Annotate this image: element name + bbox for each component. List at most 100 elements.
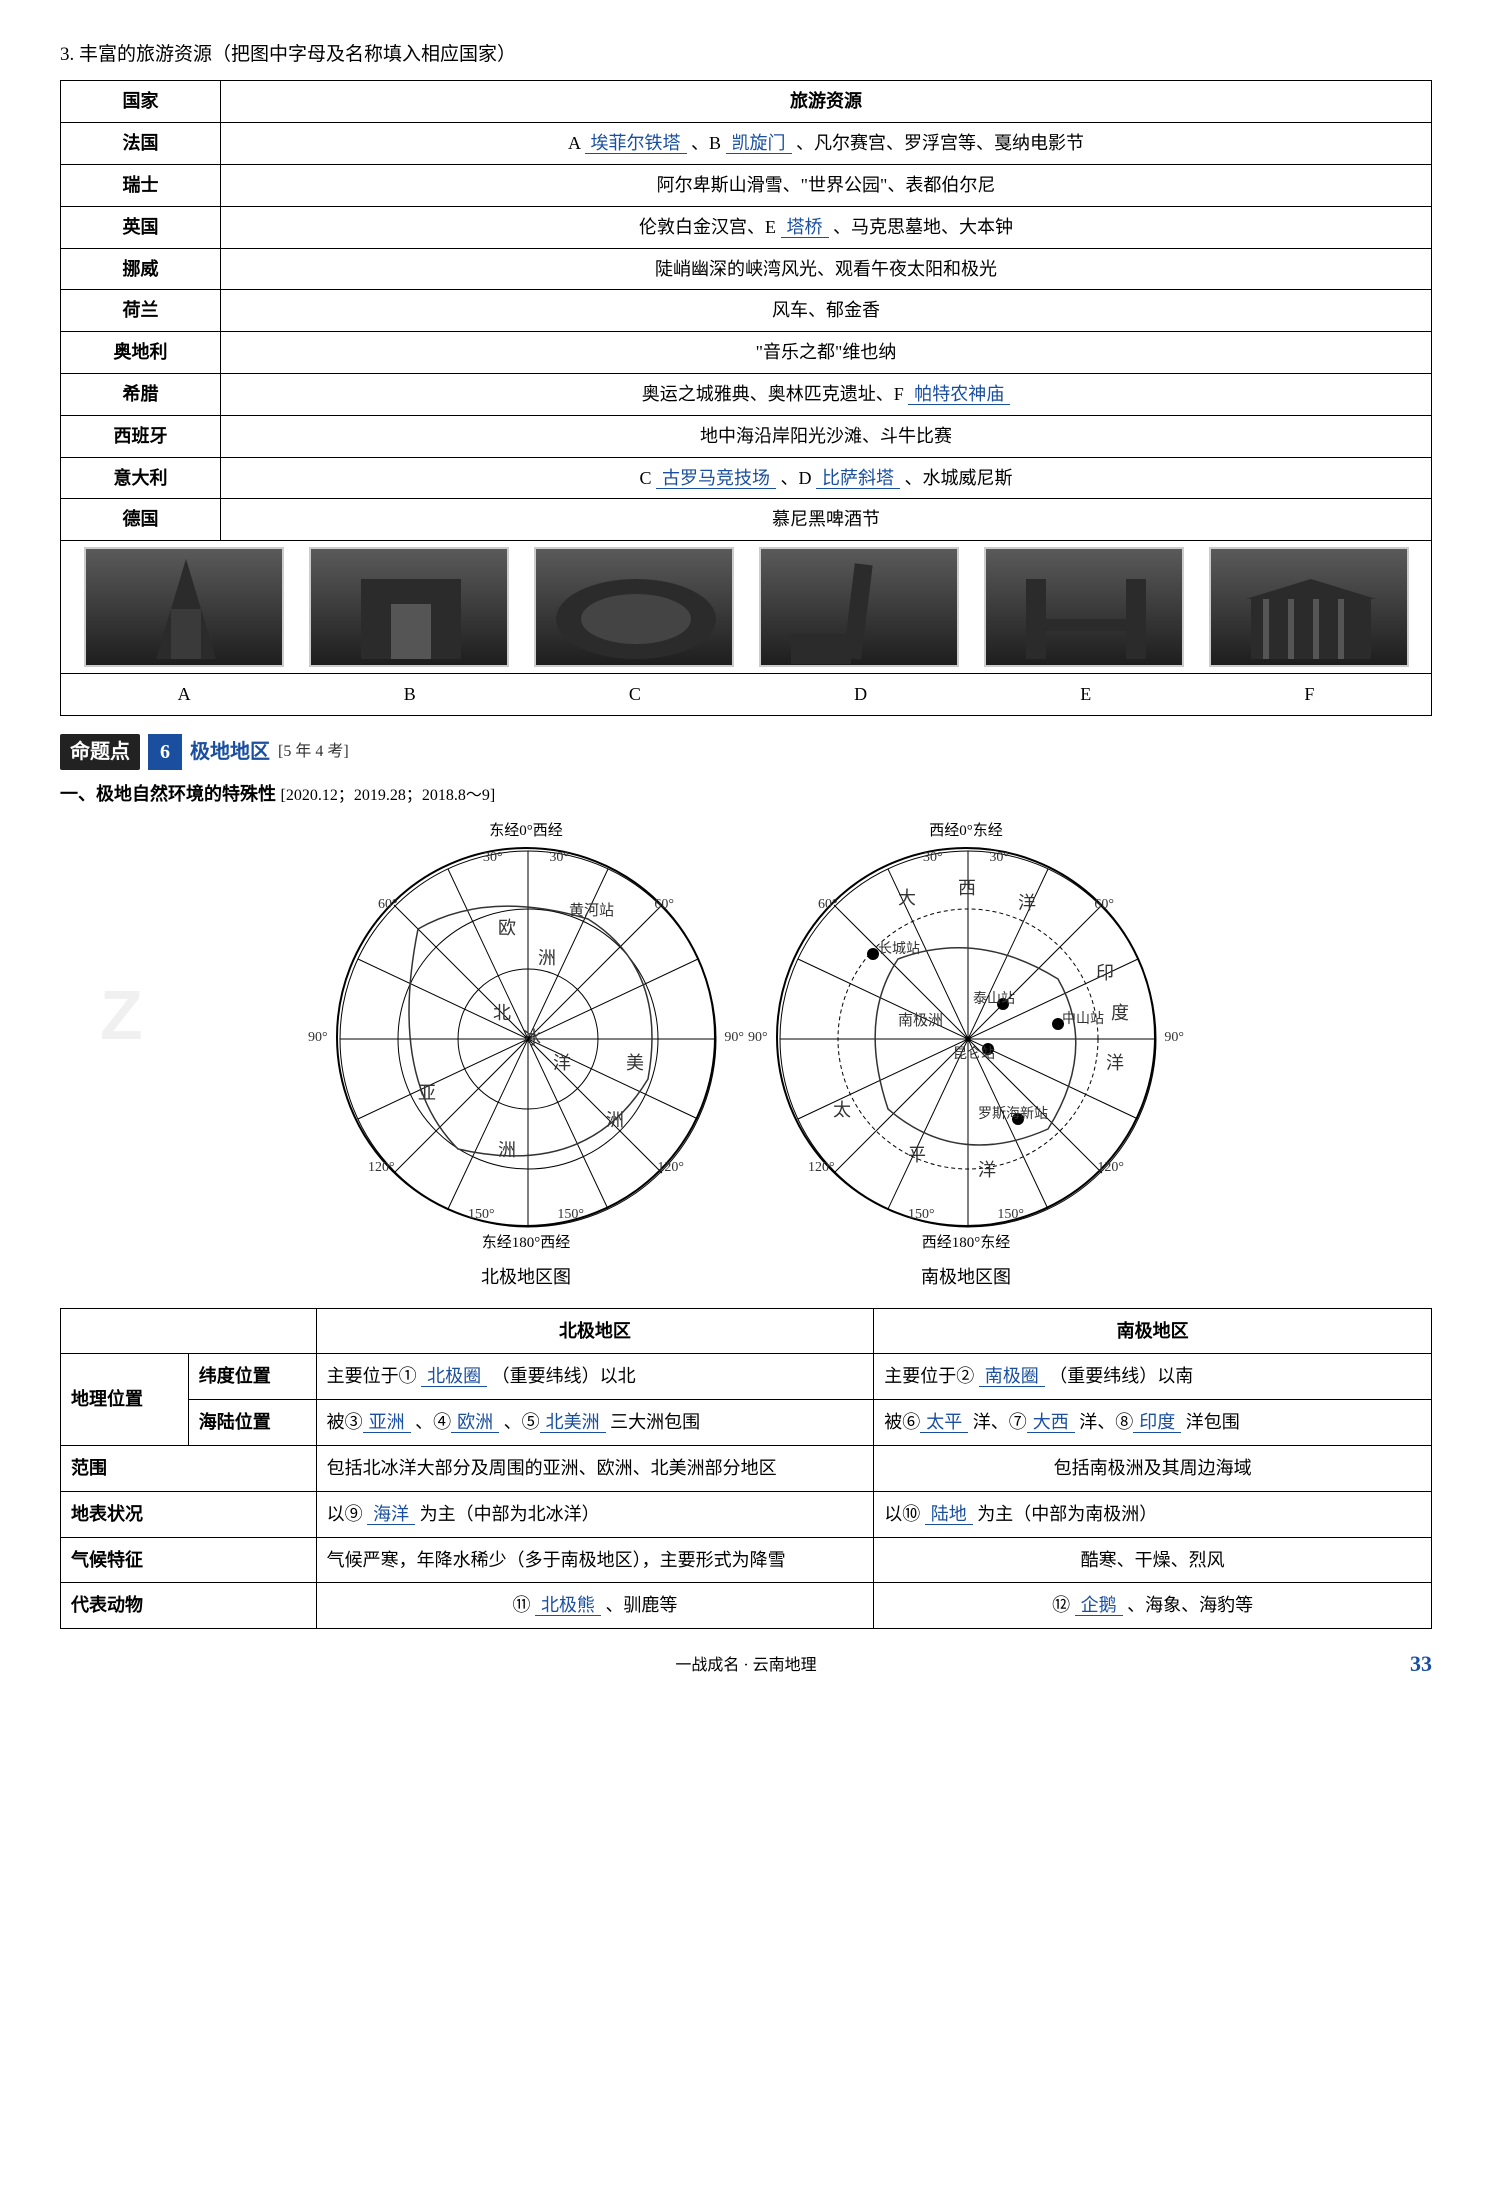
blank-10: 陆地 bbox=[925, 1504, 973, 1525]
q3-title: 3. 丰富的旅游资源（把图中字母及名称填入相应国家） bbox=[60, 40, 1432, 70]
text: 为主（中部为北冰洋） bbox=[420, 1504, 600, 1524]
blank-3: 亚洲 bbox=[363, 1412, 411, 1433]
text: 、凡尔赛宫、罗浮宫等、戛纳电影节 bbox=[796, 133, 1084, 153]
country-cell: 奥地利 bbox=[61, 332, 221, 374]
blank-b: 凯旋门 bbox=[726, 133, 792, 154]
landmark-image-e bbox=[984, 547, 1184, 667]
blank-7: 大西 bbox=[1027, 1412, 1075, 1433]
resource-cell: A 埃菲尔铁塔 、B 凯旋门 、凡尔赛宫、罗浮宫等、戛纳电影节 bbox=[221, 123, 1432, 165]
blank-a: 埃菲尔铁塔 bbox=[585, 133, 687, 154]
row-climate: 气候特征 bbox=[61, 1537, 317, 1583]
row-lat: 纬度位置 bbox=[188, 1354, 316, 1400]
station-label: 长城站 bbox=[878, 939, 920, 961]
label-c: C bbox=[629, 680, 641, 709]
table-row: 地表状况 以⑨ 海洋 为主（中部为北冰洋） 以⑩ 陆地 为主（中部为南极洲） bbox=[61, 1491, 1432, 1537]
country-cell: 德国 bbox=[61, 499, 221, 541]
cell-range-s: 包括南极洲及其周边海域 bbox=[874, 1445, 1432, 1491]
text: 被⑥ bbox=[884, 1412, 920, 1432]
station-label: 昆仑站 bbox=[953, 1044, 995, 1066]
resource-cell: 风车、郁金香 bbox=[221, 290, 1432, 332]
table-row: 地理位置 纬度位置 主要位于① 北极圈 （重要纬线）以北 主要位于② 南极圈 （… bbox=[61, 1354, 1432, 1400]
country-cell: 法国 bbox=[61, 123, 221, 165]
text: 、B bbox=[691, 133, 721, 153]
deg-label: 120° bbox=[657, 1157, 684, 1179]
cell-sea-s: 被⑥太平 洋、⑦大西 洋、⑧印度 洋包围 bbox=[874, 1400, 1432, 1446]
text: 洋、⑧ bbox=[1079, 1412, 1133, 1432]
resource-cell: "音乐之都"维也纳 bbox=[221, 332, 1432, 374]
blank-1: 北极圈 bbox=[421, 1366, 487, 1387]
blank-9: 海洋 bbox=[367, 1504, 415, 1525]
row-surface: 地表状况 bbox=[61, 1491, 317, 1537]
text: 洋、⑦ bbox=[973, 1412, 1027, 1432]
table-row: 海陆位置 被③亚洲 、④欧洲 、⑤北美洲 三大洲包围 被⑥太平 洋、⑦大西 洋、… bbox=[61, 1400, 1432, 1446]
section-sub: [5 年 4 考] bbox=[278, 739, 349, 765]
polar-table: 北极地区 南极地区 地理位置 纬度位置 主要位于① 北极圈 （重要纬线）以北 主… bbox=[60, 1308, 1432, 1630]
deg-label: 90° bbox=[724, 1027, 744, 1049]
row-range: 范围 bbox=[61, 1445, 317, 1491]
resource-cell: 地中海沿岸阳光沙滩、斗牛比赛 bbox=[221, 415, 1432, 457]
text: 主要位于① bbox=[327, 1366, 417, 1386]
deg-label: 150° bbox=[908, 1204, 935, 1226]
table-row: 英国 伦敦白金汉宫、E 塔桥 、马克思墓地、大本钟 bbox=[61, 206, 1432, 248]
row-animal: 代表动物 bbox=[61, 1583, 317, 1629]
ocean-label: 洋 bbox=[1018, 889, 1036, 918]
map2-bottom-label: 西经180°东经 bbox=[776, 1231, 1156, 1255]
country-cell: 希腊 bbox=[61, 373, 221, 415]
blank-c: 古罗马竞技场 bbox=[656, 468, 776, 489]
map1-top-label: 东经0°西经 bbox=[336, 819, 716, 843]
text: 伦敦白金汉宫、E bbox=[639, 217, 776, 237]
page-number: 33 bbox=[1410, 1646, 1432, 1681]
blank-5: 北美洲 bbox=[540, 1412, 606, 1433]
ocean-label: 洋 bbox=[1106, 1049, 1124, 1078]
deg-label: 90° bbox=[1164, 1027, 1184, 1049]
text: 、驯鹿等 bbox=[605, 1595, 677, 1615]
continent-label: 南极洲 bbox=[898, 1009, 943, 1033]
map1-caption: 北极地区图 bbox=[336, 1263, 716, 1292]
text: 以⑨ bbox=[327, 1504, 363, 1524]
table-row: 意大利 C 古罗马竞技场 、D 比萨斜塔 、水城威尼斯 bbox=[61, 457, 1432, 499]
landmark-image-c bbox=[534, 547, 734, 667]
th-blank bbox=[61, 1308, 317, 1354]
label-d: D bbox=[854, 680, 867, 709]
text: 以⑩ bbox=[884, 1504, 920, 1524]
ocean-label: 北 bbox=[493, 999, 511, 1028]
th-south: 南极地区 bbox=[874, 1308, 1432, 1354]
footer-text: 一战成名 · 云南地理 bbox=[675, 1657, 816, 1674]
th-north: 北极地区 bbox=[316, 1308, 874, 1354]
ocean-label: 太 bbox=[833, 1096, 851, 1125]
country-cell: 挪威 bbox=[61, 248, 221, 290]
resource-cell: 伦敦白金汉宫、E 塔桥 、马克思墓地、大本钟 bbox=[221, 206, 1432, 248]
deg-label: 120° bbox=[808, 1157, 835, 1179]
cell-lat-s: 主要位于② 南极圈 （重要纬线）以南 bbox=[874, 1354, 1432, 1400]
blank-12: 企鹅 bbox=[1075, 1595, 1123, 1616]
deg-label: 90° bbox=[748, 1027, 768, 1049]
th-resource: 旅游资源 bbox=[221, 81, 1432, 123]
deg-label: 120° bbox=[1097, 1157, 1124, 1179]
landmark-image-d bbox=[759, 547, 959, 667]
station-label: 罗斯海新站 bbox=[978, 1104, 1048, 1126]
cell-surf-n: 以⑨ 海洋 为主（中部为北冰洋） bbox=[316, 1491, 874, 1537]
label-f: F bbox=[1304, 680, 1314, 709]
section-6-header: 命题点 6 极地地区 [5 年 4 考] bbox=[60, 734, 1432, 770]
antarctic-map: 30° 30° 60° 60° 90° 90° 120° 120° 150° 1… bbox=[776, 847, 1156, 1227]
cell-clim-n: 气候严寒，年降水稀少（多于南极地区），主要形式为降雪 bbox=[316, 1537, 874, 1583]
resource-cell: 慕尼黑啤酒节 bbox=[221, 499, 1432, 541]
text: 、④ bbox=[415, 1412, 451, 1432]
station-label: 黄河站 bbox=[569, 899, 614, 923]
cell-animal-n: ⑪ 北极熊 、驯鹿等 bbox=[316, 1583, 874, 1629]
section-title: 极地地区 bbox=[190, 736, 270, 768]
subsection-head: 一、极地自然环境的特殊性 [2020.12；2019.28；2018.8～9] bbox=[60, 780, 1432, 809]
resource-cell: 奥运之城雅典、奥林匹克遗址、F 帕特农神庙 bbox=[221, 373, 1432, 415]
cell-range-n: 包括北冰洋大部分及周围的亚洲、欧洲、北美洲部分地区 bbox=[316, 1445, 874, 1491]
landmark-image-a bbox=[84, 547, 284, 667]
polar-maps: Z 东经0°西经 30° 30° 60° 60° 90° 90° 120° 12… bbox=[60, 819, 1432, 1292]
sub-head-refs: [2020.12；2019.28；2018.8～9] bbox=[281, 787, 496, 804]
row-sea: 海陆位置 bbox=[188, 1400, 316, 1446]
deg-label: 30° bbox=[483, 847, 503, 869]
text: 三大洲包围 bbox=[610, 1412, 700, 1432]
cell-animal-s: ⑫ 企鹅 、海象、海豹等 bbox=[874, 1583, 1432, 1629]
ocean-label: 洋 bbox=[553, 1049, 571, 1078]
table-row: 法国 A 埃菲尔铁塔 、B 凯旋门 、凡尔赛宫、罗浮宫等、戛纳电影节 bbox=[61, 123, 1432, 165]
landmark-images-row bbox=[61, 541, 1432, 674]
resource-cell: 阿尔卑斯山滑雪、"世界公园"、表都伯尔尼 bbox=[221, 164, 1432, 206]
